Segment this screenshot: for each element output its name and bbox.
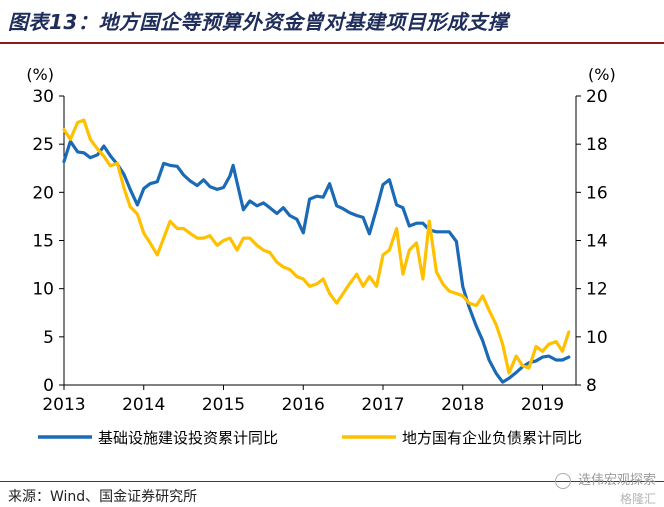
wechat-icon bbox=[554, 472, 571, 489]
x-tick-label: 2016 bbox=[282, 395, 325, 415]
left-tick-label: 25 bbox=[32, 135, 54, 155]
x-tick-label: 2013 bbox=[42, 395, 85, 415]
left-tick-label: 0 bbox=[43, 376, 54, 396]
legend-label-1: 基础设施建设投资累计同比 bbox=[98, 429, 278, 447]
chart-title: 图表13：地方国企等预算外资金曾对基建项目形成支撑 bbox=[8, 10, 509, 34]
right-tick-label: 18 bbox=[586, 135, 608, 155]
x-tick-label: 2014 bbox=[122, 395, 165, 415]
right-tick-label: 20 bbox=[586, 87, 608, 107]
left-tick-label: 15 bbox=[32, 232, 54, 252]
series-line-2 bbox=[62, 118, 571, 375]
left-tick-label: 20 bbox=[32, 183, 54, 203]
right-tick-label: 16 bbox=[586, 183, 608, 203]
right-axis-unit: (%) bbox=[588, 65, 616, 84]
x-tick-label: 2015 bbox=[202, 395, 245, 415]
title-divider bbox=[0, 42, 664, 44]
watermark: 选伟宏观探索 格隆汇 bbox=[554, 469, 656, 507]
line-chart: 0 5 10 15 20 25 30 (%) 8 10 12 14 16 18 20 (%) 2013 2014 2… bbox=[26, 65, 615, 447]
axes: 0 5 10 15 20 25 30 (%) 8 10 12 14 16 18 20 (%) 2013 2014 2… bbox=[26, 65, 615, 415]
figure-header: 图表13：地方国企等预算外资金曾对基建项目形成支撑 bbox=[0, 0, 664, 44]
right-tick-label: 8 bbox=[586, 376, 597, 396]
left-tick-label: 5 bbox=[43, 328, 54, 348]
right-tick-label: 10 bbox=[586, 328, 608, 348]
right-tick-label: 12 bbox=[586, 280, 608, 300]
watermark-line2: 格隆汇 bbox=[619, 491, 656, 506]
left-tick-label: 30 bbox=[32, 87, 54, 107]
legend: 基础设施建设投资累计同比 地方国有企业负债累计同比 bbox=[38, 429, 582, 447]
watermark-line1: 选伟宏观探索 bbox=[577, 473, 656, 488]
left-axis-unit: (%) bbox=[26, 65, 54, 84]
x-tick-label: 2017 bbox=[361, 395, 404, 415]
x-tick-label: 2018 bbox=[441, 395, 484, 415]
series-line-1 bbox=[62, 139, 571, 384]
x-tick-label: 2019 bbox=[521, 395, 564, 415]
legend-label-2: 地方国有企业负债累计同比 bbox=[402, 429, 582, 447]
footer-divider bbox=[0, 481, 664, 482]
series-lines bbox=[62, 118, 571, 384]
right-tick-label: 14 bbox=[586, 232, 608, 252]
source-note: 来源：Wind、国金证券研究所 bbox=[8, 489, 198, 505]
left-tick-label: 10 bbox=[32, 280, 54, 300]
